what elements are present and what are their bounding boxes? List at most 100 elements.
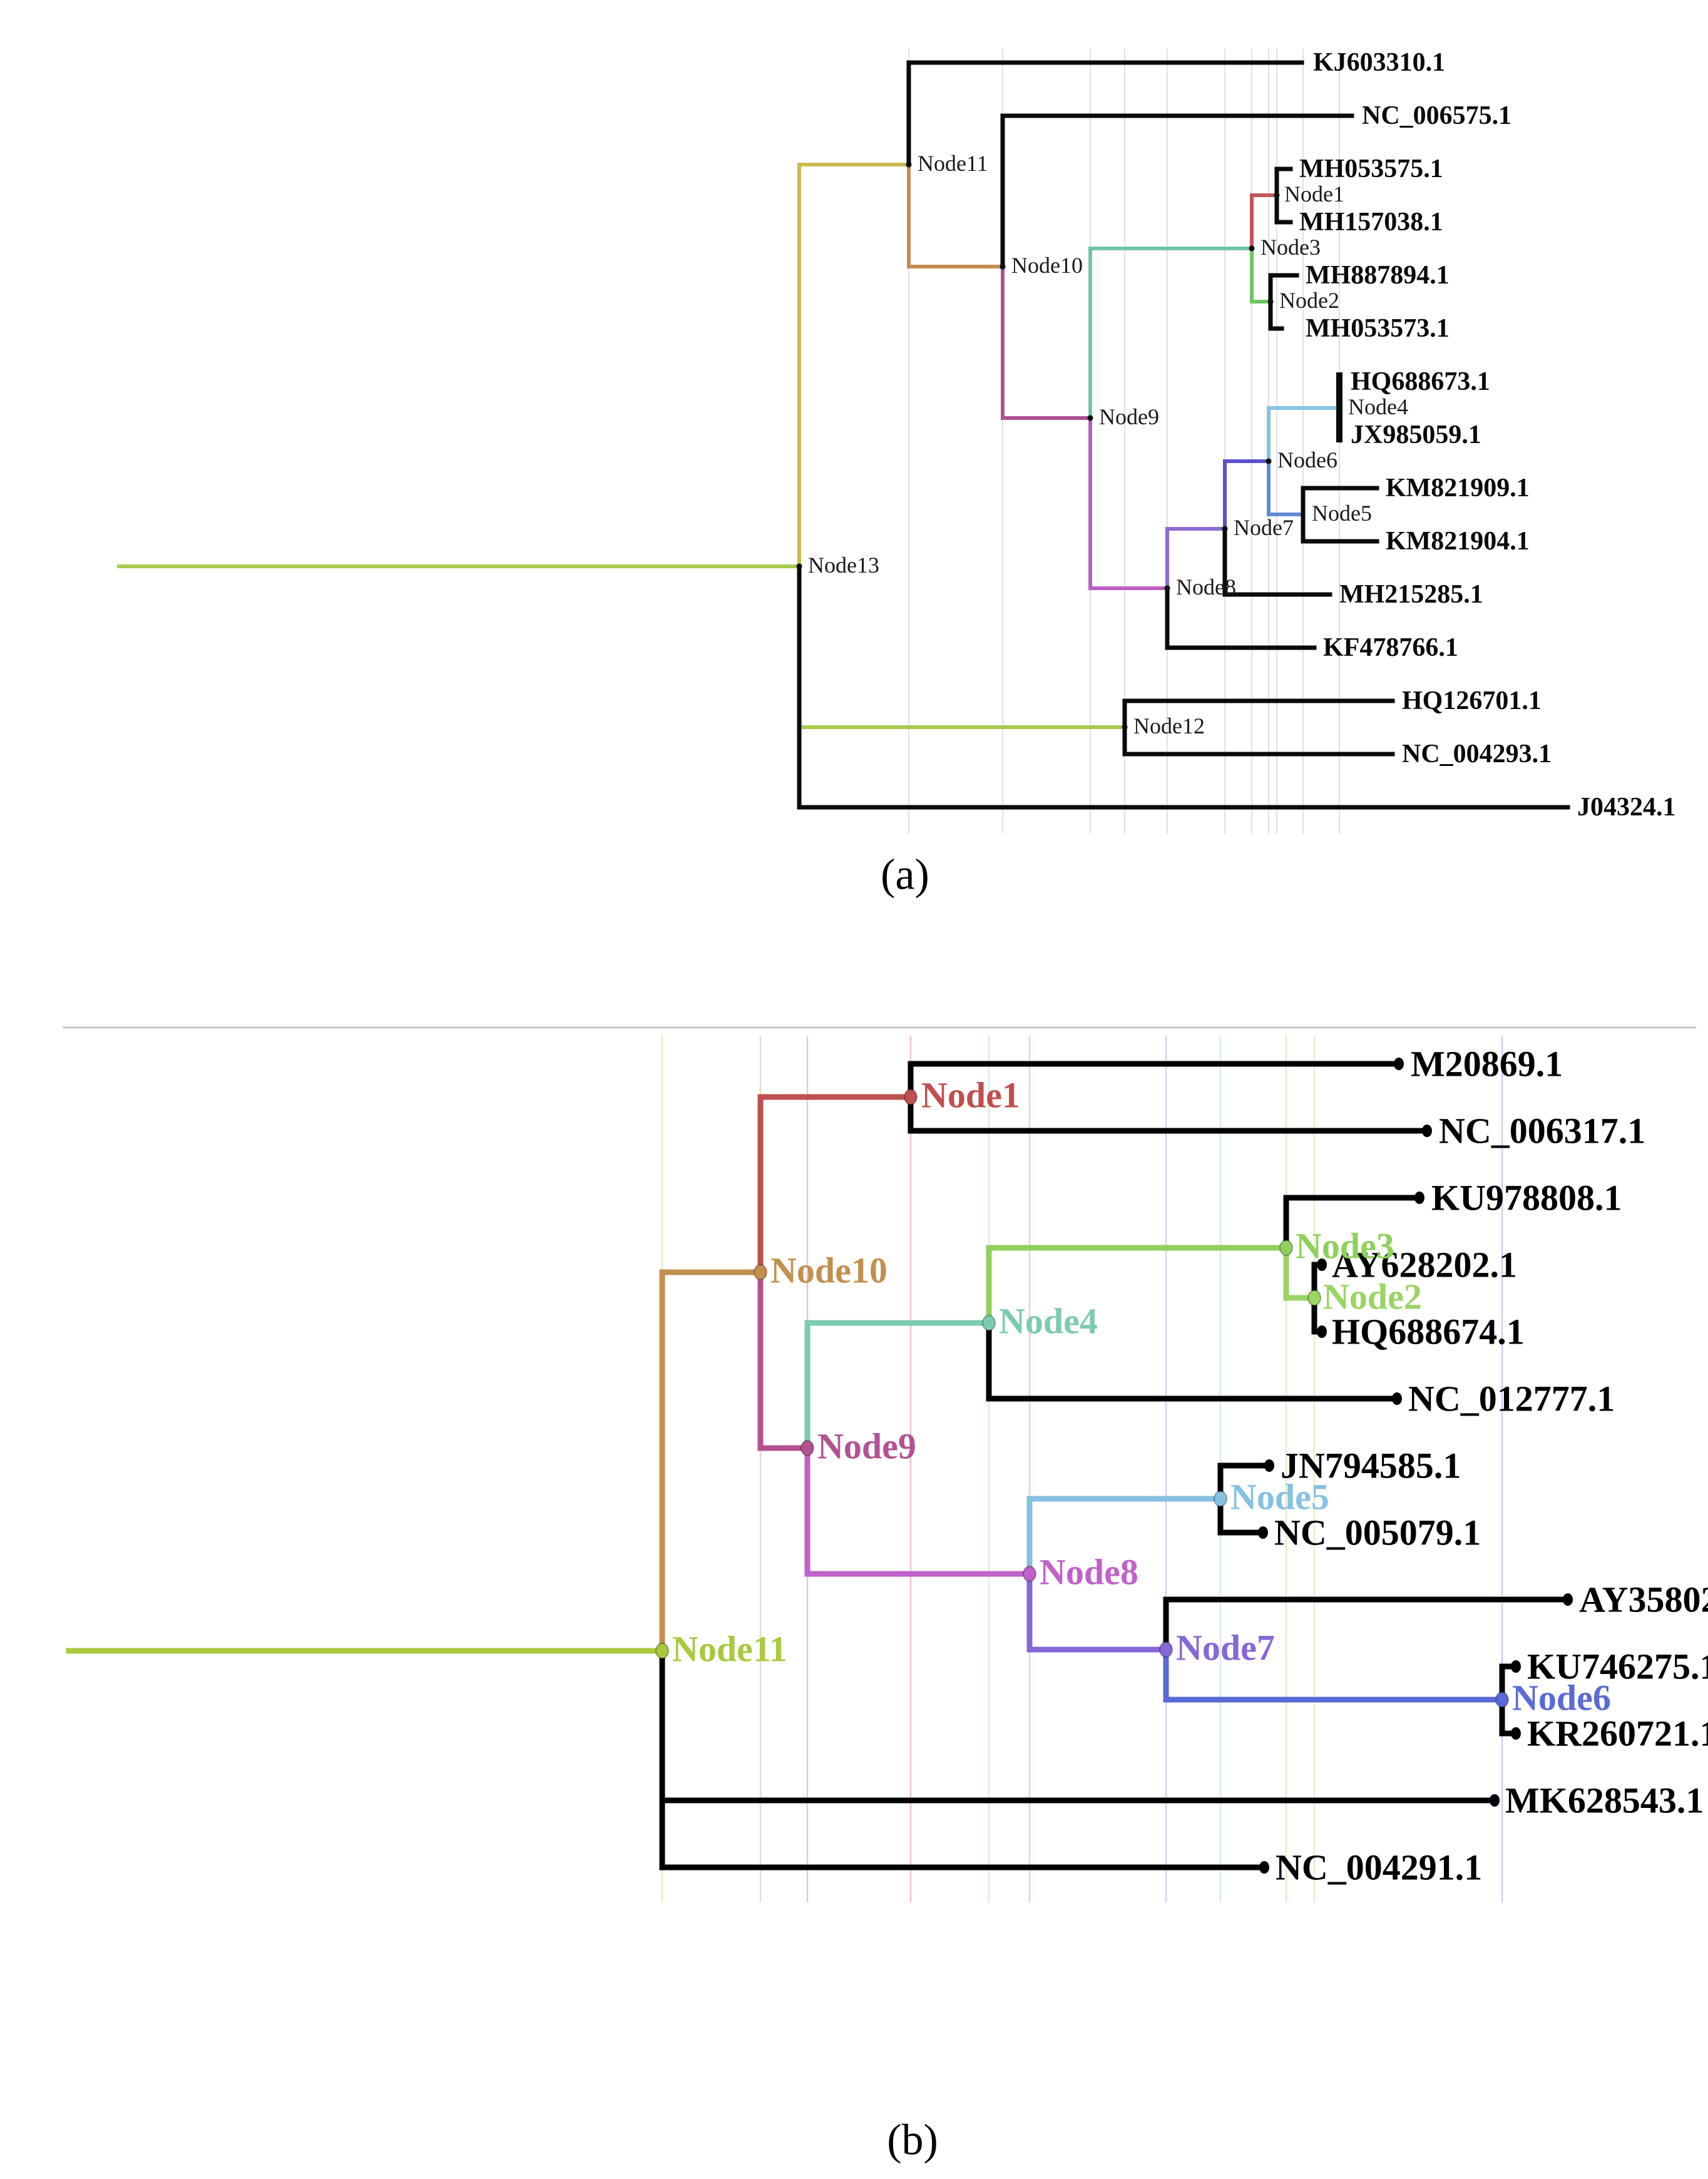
tip-label: JX985059.1 (1351, 421, 1481, 449)
tip-dot (1394, 1058, 1404, 1070)
node-label: Node7 (1234, 515, 1294, 540)
branch-a-node5-blue (1267, 459, 1305, 516)
branch (797, 163, 911, 568)
node-label: Node12 (1133, 713, 1205, 738)
node-dot (1307, 1290, 1321, 1306)
node-label: Node4 (999, 1301, 1098, 1342)
branch-tip (1283, 1195, 1423, 1251)
tree-a-node-dots (796, 161, 1280, 730)
node-dot (1122, 724, 1128, 730)
node-dot (800, 1440, 814, 1456)
tip-dot (1511, 1727, 1521, 1740)
node-dot (1087, 415, 1093, 421)
tree-b-tip-labels: M20869.1 NC_006317.1 KU978808.1 AY628202… (1274, 1044, 1708, 1888)
branch-b-node7-purple (1026, 1571, 1169, 1653)
node-label: Node11 (918, 151, 988, 176)
tip-label: MH053573.1 (1306, 314, 1450, 343)
tip-dot (1317, 1258, 1327, 1271)
tip-label: NC_006317.1 (1439, 1111, 1645, 1151)
branch-a-node2-green (1250, 247, 1272, 304)
branch (757, 1094, 914, 1275)
branch (1223, 459, 1271, 531)
tip-label: MH053575.1 (1299, 155, 1443, 183)
node-label: Node5 (1312, 501, 1372, 526)
tree-b-tip-dots (1258, 1058, 1573, 1874)
node-label: Node3 (1261, 235, 1321, 260)
branch-b-node8-orchid (804, 1445, 1033, 1577)
branch (1165, 527, 1227, 590)
tree-a-node-labels: Node1 Node2 Node3 Node4 Node5 Node6 Node… (808, 151, 1408, 738)
branch (1088, 247, 1254, 420)
tip-label: KF478766.1 (1323, 633, 1458, 662)
branch (1163, 1646, 1505, 1703)
branch (804, 1320, 992, 1451)
node-dot (754, 1264, 767, 1280)
branch-a-node7-purple (1165, 527, 1227, 590)
tip-dot (1414, 1192, 1424, 1204)
node-label: Node10 (770, 1250, 887, 1291)
tip-dot (1258, 1526, 1268, 1539)
branch (1250, 247, 1272, 304)
tip-label: JN794585.1 (1281, 1446, 1461, 1486)
branch-tip (986, 1320, 1400, 1402)
node-dot (655, 1643, 669, 1659)
node-dot (1164, 585, 1170, 591)
branch-a-node9-rose (1001, 265, 1092, 420)
node-dot (904, 1089, 918, 1105)
branch (1267, 459, 1305, 516)
node-dot (1267, 299, 1274, 305)
branch-a-node11-khaki (797, 163, 911, 568)
branch-a-node10-orange (907, 163, 1005, 268)
branch-tip (1222, 526, 1332, 597)
tip-dot (1490, 1794, 1500, 1807)
tip-label: M20869.1 (1411, 1044, 1563, 1084)
branch (117, 564, 1127, 729)
node-dot (1023, 1566, 1036, 1582)
branch (1250, 193, 1279, 250)
tip-label-highlighted: NC_004291.1 (1276, 1847, 1482, 1888)
branch (1088, 416, 1169, 590)
tip-label: MH215285.1 (1339, 580, 1483, 609)
node-dot (1000, 263, 1006, 270)
tip-label: KU978808.1 (1431, 1178, 1622, 1218)
tip-dot (1511, 1660, 1521, 1673)
node-label: Node6 (1277, 447, 1337, 472)
branch-tip (1000, 113, 1354, 269)
branch-a-node3-teal (1088, 247, 1254, 420)
caption-a: (a) (881, 851, 929, 899)
tip-label: KM821904.1 (1386, 527, 1530, 556)
node-label: Node7 (1176, 1628, 1275, 1668)
branch-a-node4-sky (1267, 406, 1341, 463)
node-label: Node3 (1296, 1226, 1394, 1267)
branch-tip (1163, 1596, 1571, 1653)
branch (1026, 1496, 1224, 1577)
node-label: Node1 (921, 1075, 1020, 1116)
tip-label: MH887894.1 (1306, 261, 1450, 290)
branch-tip (1165, 586, 1317, 650)
tip-label: NC_012777.1 (1408, 1379, 1615, 1419)
node-dot (1159, 1641, 1173, 1658)
node-label: Node6 (1512, 1678, 1611, 1718)
branch-tip (906, 60, 1304, 167)
branch (986, 1245, 1289, 1326)
tip-label: KM821909.1 (1386, 474, 1530, 503)
tip-label: KR260721.1 (1527, 1713, 1708, 1754)
tip-label: J04324.1 (1577, 793, 1676, 822)
node-dot (1495, 1692, 1509, 1708)
branch-a-root-green (117, 564, 1127, 729)
tree-a-tip-labels: KJ603310.1 NC_006575.1 MH053575.1 MH1570… (1299, 48, 1676, 822)
node-label: Node4 (1348, 394, 1408, 419)
node-dot (1279, 1240, 1293, 1256)
branch-b-node1-red (757, 1094, 914, 1275)
branch (1283, 1245, 1317, 1301)
branch (1001, 265, 1092, 420)
node-label: Node2 (1323, 1277, 1422, 1317)
tip-label: AY628202.1 (1332, 1245, 1517, 1285)
tip-label: HQ688674.1 (1332, 1312, 1525, 1352)
branch (907, 163, 1005, 268)
node-label: Node13 (808, 553, 879, 578)
node-dot (1274, 192, 1280, 198)
tip-label: KU746275.1 (1527, 1646, 1708, 1687)
branch-tip (659, 1648, 1267, 1870)
